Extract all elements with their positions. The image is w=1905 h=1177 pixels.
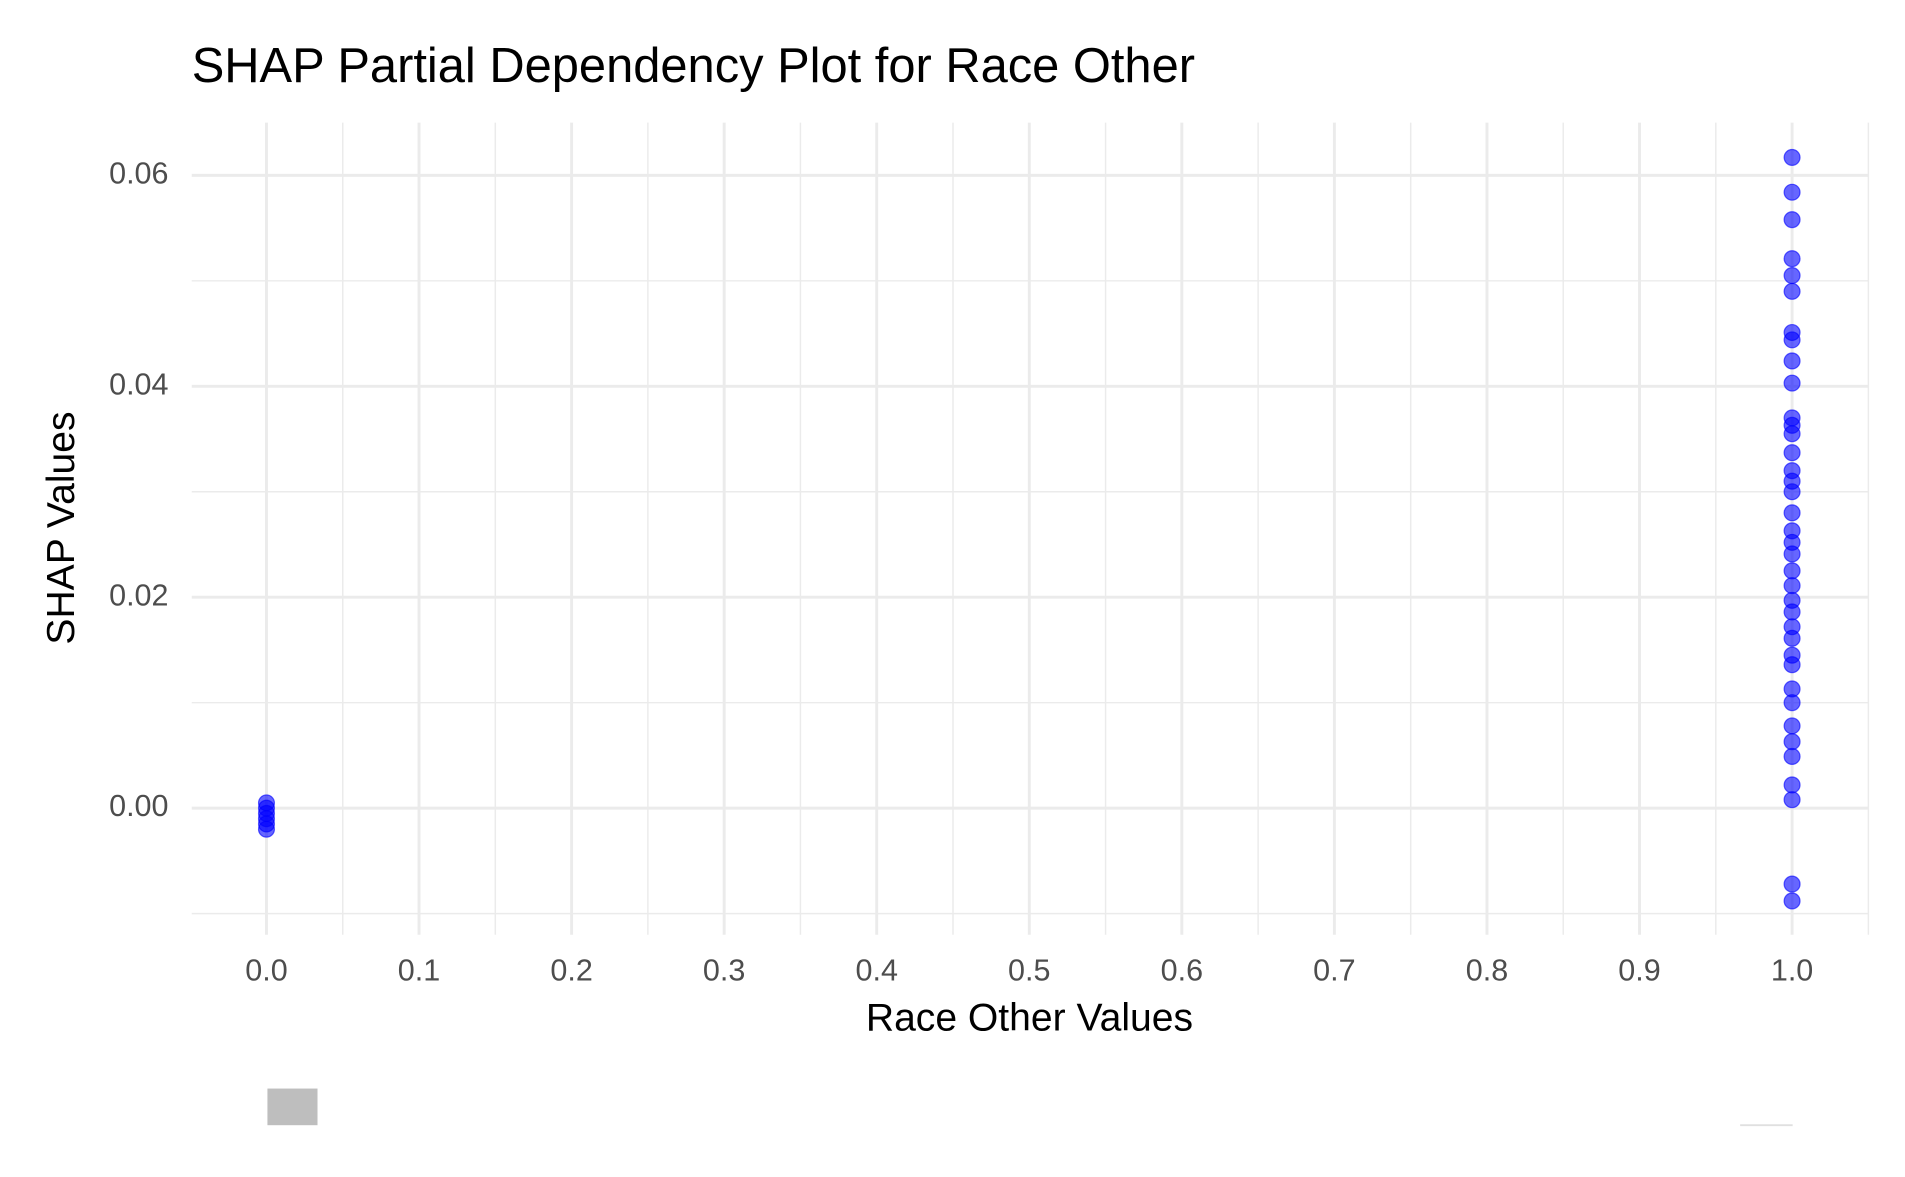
point	[1783, 211, 1801, 229]
y-axis-title: SHAP Values	[40, 412, 83, 645]
point	[1783, 717, 1801, 735]
point	[1783, 545, 1801, 563]
point	[1783, 148, 1801, 166]
point	[1783, 791, 1801, 809]
point	[1783, 352, 1801, 370]
point	[1783, 331, 1801, 349]
point	[1783, 250, 1801, 268]
point	[1783, 444, 1801, 462]
x-tick-label: 0.9	[1618, 954, 1660, 988]
point	[1783, 694, 1801, 712]
point	[1783, 282, 1801, 300]
point	[1783, 747, 1801, 766]
x-tick-label: 0.5	[1008, 954, 1050, 988]
point	[1783, 562, 1801, 580]
point	[1783, 629, 1801, 647]
x-tick-label: 0.1	[398, 954, 440, 988]
x-tick-label: 0.0	[245, 954, 287, 988]
x-tick-label: 0.4	[856, 954, 898, 988]
y-tick-label: 0.06	[109, 156, 168, 190]
point	[1783, 425, 1801, 443]
x-tick-label: 0.6	[1161, 954, 1203, 988]
point	[257, 820, 276, 838]
point	[1783, 267, 1801, 285]
x-tick-label: 1.0	[1771, 954, 1813, 988]
x-tick-label: 0.3	[703, 954, 745, 988]
point	[1783, 656, 1801, 674]
y-tick-label: 0.00	[109, 789, 168, 823]
point	[1783, 733, 1801, 751]
y-tick-label: 0.02	[109, 578, 168, 612]
point	[1783, 183, 1801, 201]
point	[1783, 892, 1801, 910]
point	[1783, 374, 1801, 392]
point	[1783, 603, 1801, 621]
point	[1783, 875, 1801, 893]
point	[1783, 483, 1801, 501]
x-axis-title: Race Other Values	[866, 997, 1193, 1040]
chart-title: SHAP Partial Dependency Plot for Race Ot…	[192, 39, 1195, 93]
legend-key	[267, 1088, 318, 1126]
x-tick-label: 0.2	[550, 954, 592, 988]
point	[1783, 504, 1801, 522]
x-tick-label: 0.7	[1313, 954, 1355, 988]
point	[1783, 776, 1801, 794]
point	[1783, 577, 1801, 595]
x-tick-label: 0.8	[1466, 954, 1508, 988]
y-tick-label: 0.04	[109, 367, 168, 401]
